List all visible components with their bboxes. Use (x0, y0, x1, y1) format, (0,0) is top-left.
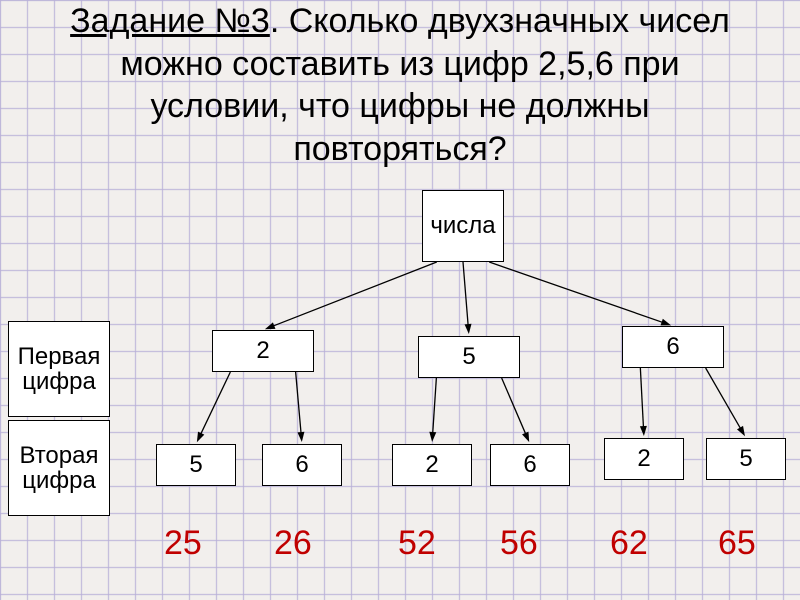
result-3: 52 (398, 524, 436, 563)
level2-node-d: 6 (490, 444, 570, 486)
level1-node-c: 6 (622, 326, 724, 368)
level1-node-b: 5 (418, 336, 520, 378)
title-line3: условии, что цифры не должны (20, 85, 780, 128)
title-line1-rest: . Сколько двухзначных чисел (270, 2, 730, 40)
row-label-second: Вторая цифра (8, 420, 110, 516)
level2-node-a: 5 (156, 444, 236, 486)
level2-node-e: 2 (604, 438, 684, 480)
level2-node-c: 2 (392, 444, 472, 486)
title-line2: можно составить из цифр 2,5,6 при (20, 43, 780, 86)
level2-node-f: 5 (706, 438, 786, 480)
result-1: 25 (164, 524, 202, 563)
level2-node-b: 6 (262, 444, 342, 486)
result-4: 56 (500, 524, 538, 563)
row-label-first: Первая цифра (8, 321, 110, 417)
problem-title: Задание №3. Сколько двухзначных чисел мо… (0, 0, 800, 170)
result-6: 65 (718, 524, 756, 563)
level1-node-a: 2 (212, 330, 314, 372)
task-number: Задание №3 (70, 2, 270, 40)
result-2: 26 (274, 524, 312, 563)
result-5: 62 (610, 524, 648, 563)
root-node: числа (422, 190, 504, 262)
content-layer: Задание №3. Сколько двухзначных чисел мо… (0, 0, 800, 600)
title-line4: повторяться? (20, 128, 780, 171)
